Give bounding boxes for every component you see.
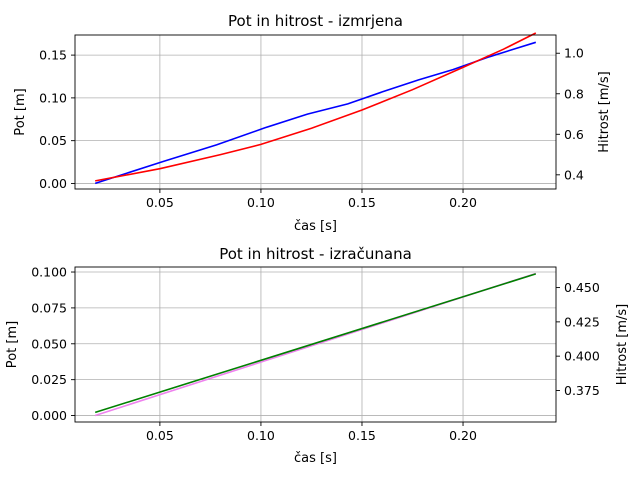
x-tick-label: 0.05 [146, 195, 174, 210]
y-axis-label: Pot [m] [13, 88, 28, 135]
y-right-tick-label: 0.375 [564, 383, 600, 398]
y-tick-label: 0.050 [31, 336, 67, 351]
y-axis-label: Pot [m] [5, 321, 20, 368]
series-line-2 [94, 273, 537, 414]
y-right-axis-label: Hitrost [m/s] [615, 304, 630, 385]
plot-frame [74, 34, 557, 190]
y-tick-label: 0.100 [31, 265, 67, 280]
chart-title: Pot in hitrost - izmrjena [228, 12, 403, 30]
y-right-tick-label: 0.425 [564, 314, 600, 329]
x-axis-label: čas [s] [294, 451, 337, 466]
y-tick-label: 0.05 [39, 133, 67, 148]
y-tick-label: 0.025 [31, 372, 67, 387]
series-line-2 [95, 32, 537, 182]
plot-frame [74, 266, 557, 423]
series-line-1 [94, 41, 537, 185]
y-tick-label: 0.00 [39, 176, 67, 191]
y-right-tick-label: 0.450 [564, 280, 600, 295]
y-right-axis-label: Hitrost [m/s] [597, 71, 612, 152]
x-tick-label: 0.05 [146, 428, 174, 443]
x-axis-label: čas [s] [294, 219, 337, 234]
subplot-2: 0.05 0.10 0.15 0.20 0.000 0.025 0.050 0.075 0.10… [5, 245, 630, 466]
y-right-tick-label: 0.4 [564, 167, 584, 182]
x-tick-label: 0.15 [348, 195, 376, 210]
y-tick-label: 0.10 [39, 90, 67, 105]
y-tick-label: 0.075 [31, 300, 67, 315]
y-right-tick-label: 0.6 [564, 127, 584, 142]
x-tick-label: 0.10 [247, 195, 275, 210]
y-right-tick-label: 0.8 [564, 86, 584, 101]
x-tick-label: 0.20 [449, 195, 477, 210]
chart-title: Pot in hitrost - izračunana [219, 245, 412, 263]
x-tick-label: 0.20 [449, 428, 477, 443]
y-right-tick-label: 0.400 [564, 349, 600, 364]
y-tick-label: 0.000 [31, 408, 67, 423]
y-right-tick-label: 1.0 [564, 46, 584, 61]
subplot-1: 0.05 0.10 0.15 0.20 0.00 0.05 0.10 0.15 0.4 0.6 0.… [13, 12, 612, 234]
x-tick-label: 0.15 [348, 428, 376, 443]
y-tick-label: 0.15 [39, 48, 67, 63]
x-tick-label: 0.10 [247, 428, 275, 443]
